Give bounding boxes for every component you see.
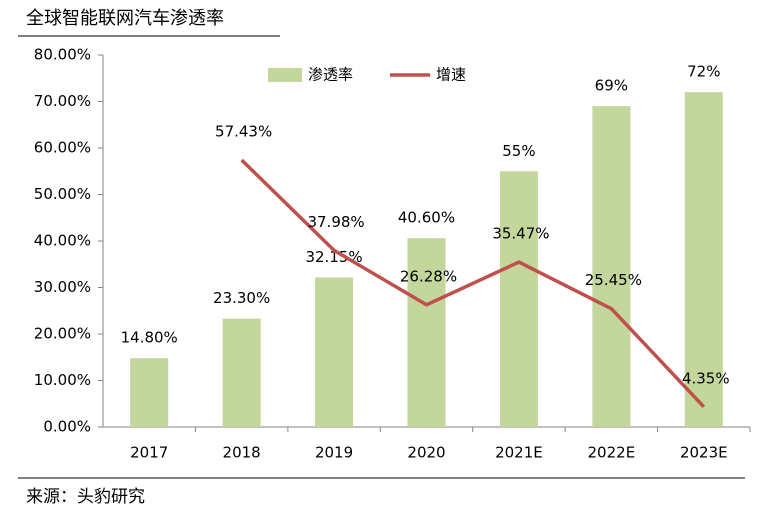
bar bbox=[407, 238, 446, 427]
legend-swatch bbox=[268, 68, 302, 82]
line-value-label: 25.45% bbox=[585, 271, 642, 289]
line bbox=[240, 158, 706, 408]
x-tick-label: 2021E bbox=[495, 444, 543, 462]
line-value-label: 57.43% bbox=[215, 122, 272, 140]
line-value-label: 4.35% bbox=[682, 369, 730, 387]
legend-label: 渗透率 bbox=[308, 66, 353, 84]
bar bbox=[315, 277, 354, 427]
x-tick-label: 2020 bbox=[407, 444, 445, 462]
x-tick-label: 2019 bbox=[315, 444, 353, 462]
chart-title: 全球智能联网汽车渗透率 bbox=[26, 8, 224, 29]
line-value-label: 26.28% bbox=[400, 267, 457, 285]
y-tick-label: 20.00% bbox=[34, 325, 91, 343]
bar-value-label: 23.30% bbox=[213, 289, 270, 307]
y-tick-label: 60.00% bbox=[34, 139, 91, 157]
y-tick-label: 30.00% bbox=[34, 278, 91, 296]
line-value-label: 35.47% bbox=[492, 225, 549, 243]
legend-label: 增速 bbox=[436, 66, 466, 84]
bar-value-label: 72% bbox=[687, 63, 720, 81]
y-tick-label: 10.00% bbox=[34, 371, 91, 389]
y-tick-label: 40.00% bbox=[34, 232, 91, 250]
x-tick-label: 2018 bbox=[223, 444, 261, 462]
bar bbox=[130, 358, 169, 427]
source: 来源：头豹研究 bbox=[26, 487, 145, 507]
line-value-label: 37.98% bbox=[307, 213, 364, 231]
bar-value-label: 14.80% bbox=[121, 329, 178, 347]
bar bbox=[684, 92, 723, 427]
bar bbox=[222, 318, 261, 427]
bar-value-label: 40.60% bbox=[398, 209, 455, 227]
y-tick-label: 50.00% bbox=[34, 185, 91, 203]
x-tick-label: 2022E bbox=[588, 444, 636, 462]
y-tick-label: 80.00% bbox=[34, 46, 91, 64]
y-tick-label: 0.00% bbox=[43, 418, 91, 436]
bar-value-label: 32.15% bbox=[305, 248, 362, 266]
bar bbox=[592, 106, 631, 428]
bar-value-label: 69% bbox=[595, 77, 628, 95]
x-tick-label: 2023E bbox=[680, 444, 728, 462]
x-tick-label: 2017 bbox=[130, 444, 168, 462]
bar bbox=[499, 171, 538, 427]
y-tick-label: 70.00% bbox=[34, 92, 91, 110]
bar-value-label: 55% bbox=[502, 142, 535, 160]
